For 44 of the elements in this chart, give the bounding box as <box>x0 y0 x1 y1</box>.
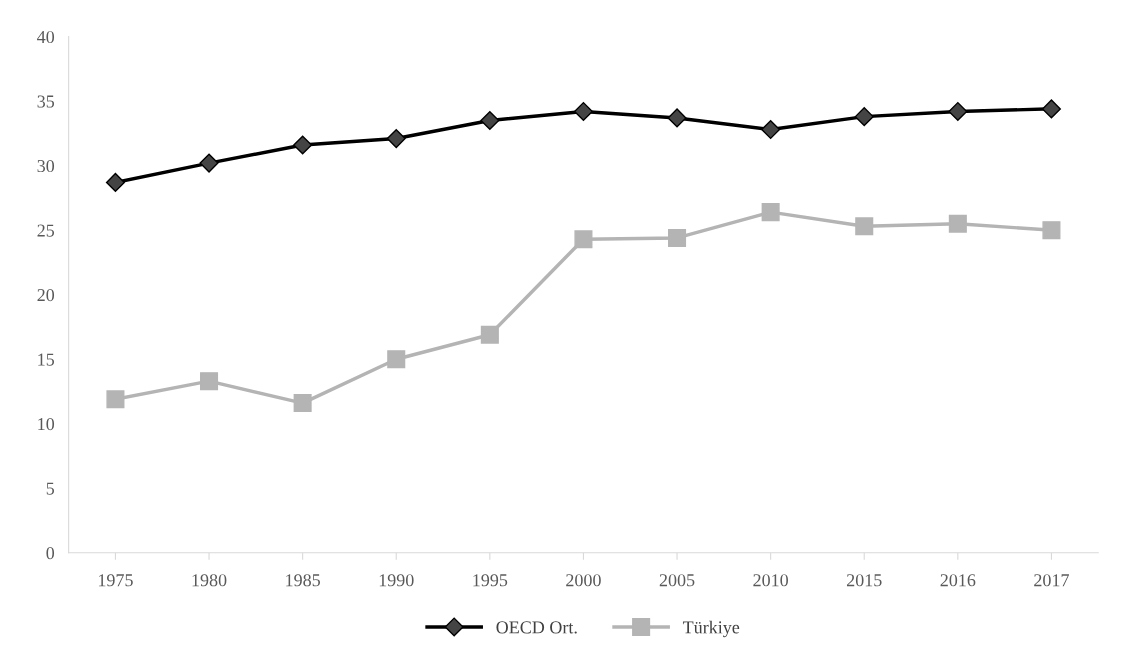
point <box>200 372 219 391</box>
x-tick-label: 1995 <box>473 574 508 587</box>
point <box>574 230 593 249</box>
y-tick-label: 25 <box>37 224 55 237</box>
y-tick-label: 15 <box>38 353 55 366</box>
point <box>1041 99 1061 119</box>
point <box>480 325 499 344</box>
x-tick-label: 2005 <box>659 574 695 587</box>
point <box>199 153 219 173</box>
x-tick-label: 1985 <box>286 574 320 587</box>
point <box>573 101 593 122</box>
y-tick-label: 30 <box>37 159 55 173</box>
point <box>293 135 313 155</box>
point <box>667 108 687 128</box>
point <box>855 217 874 236</box>
point <box>668 228 687 247</box>
y-tick-label: 40 <box>37 30 55 44</box>
x-tick-label: 1980 <box>192 574 227 587</box>
x-tick-label: 2015 <box>846 574 882 587</box>
y-tick-label: 20 <box>37 288 55 302</box>
y-tick-label: 35 <box>37 95 55 108</box>
point <box>761 203 780 222</box>
x-tick-label: 2016 <box>940 574 976 587</box>
point <box>761 120 781 140</box>
point <box>386 129 406 149</box>
x-tick-label: 1975 <box>98 574 133 587</box>
point <box>854 107 874 127</box>
y-tick-label: 10 <box>38 418 55 431</box>
point <box>105 172 125 192</box>
point <box>293 394 312 413</box>
point <box>106 390 125 409</box>
x-tick-label: 1990 <box>379 574 414 587</box>
point <box>948 101 968 122</box>
point <box>1042 221 1061 240</box>
x-tick-label: 2017 <box>1034 574 1069 587</box>
y-tick-label: 5 <box>46 482 55 495</box>
y-tick-label: 0 <box>46 547 55 560</box>
x-tick-label: 2010 <box>753 574 789 587</box>
point <box>387 350 406 369</box>
point <box>480 110 500 131</box>
point <box>948 214 967 233</box>
legend-label: Türkiye <box>682 620 740 638</box>
legend-label: OECD Ort. <box>496 621 577 634</box>
x-tick-label: 2000 <box>566 574 601 587</box>
